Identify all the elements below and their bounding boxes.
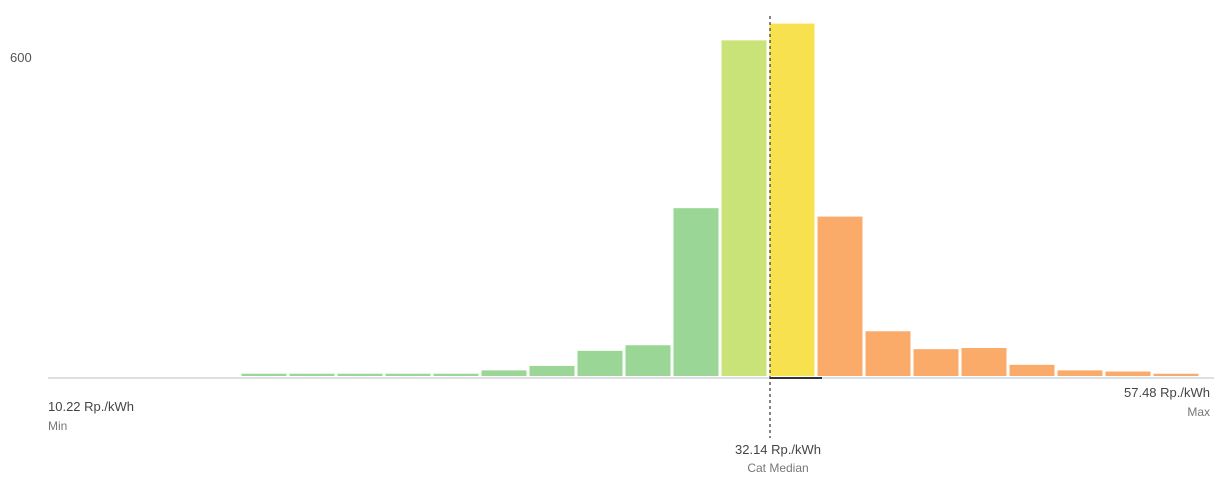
bars-group — [241, 23, 1199, 376]
histogram-bar — [529, 365, 575, 376]
histogram-bar — [721, 40, 767, 376]
histogram-bar — [1153, 373, 1199, 376]
histogram-bar — [481, 370, 527, 376]
histogram-bar — [1009, 364, 1055, 376]
histogram-bar — [241, 373, 287, 376]
histogram-bar — [1057, 370, 1103, 376]
histogram-bar — [1105, 371, 1151, 376]
marker-sub-label: Cat Median — [747, 461, 808, 475]
histogram-bar — [961, 348, 1007, 376]
histogram-bar — [433, 373, 479, 376]
histogram-bar — [913, 349, 959, 376]
min-sub-label: Min — [48, 419, 67, 433]
histogram-bar — [817, 216, 863, 376]
max-label: 57.48 Rp./kWh — [1124, 385, 1210, 400]
y-tick-label: 600 — [10, 50, 32, 65]
histogram-bar — [385, 373, 431, 376]
histogram-bar — [337, 373, 383, 376]
histogram-bar — [289, 373, 335, 376]
histogram-bar — [865, 331, 911, 376]
min-label: 10.22 Rp./kWh — [48, 399, 134, 414]
histogram-bar — [769, 23, 815, 376]
histogram-bar — [625, 345, 671, 376]
max-sub-label: Max — [1187, 405, 1210, 419]
histogram-bar — [577, 350, 623, 376]
marker-label: 32.14 Rp./kWh — [735, 442, 821, 457]
histogram-bar — [673, 208, 719, 376]
